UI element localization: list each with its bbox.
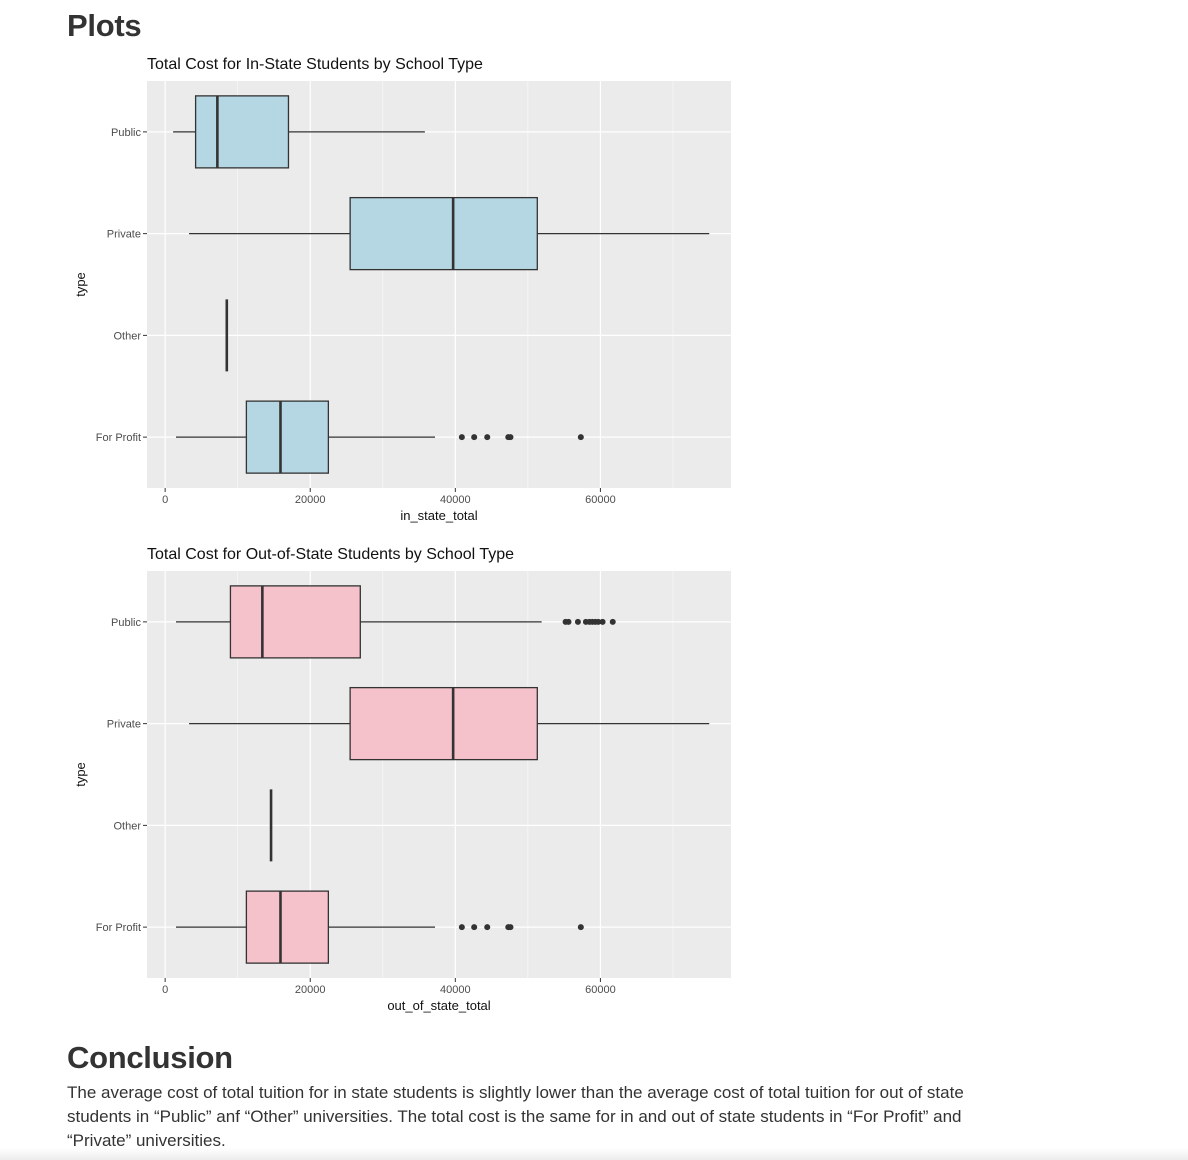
x-tick-label: 40000 — [440, 984, 471, 996]
outlier-point — [574, 618, 581, 625]
bottom-fade — [0, 1148, 1188, 1160]
y-tick-public: Public — [111, 617, 141, 629]
x-tick-label: 60000 — [585, 494, 616, 506]
outlier-point — [507, 924, 514, 931]
out-of-state-boxplot: Total Cost for Out-of-State Students by … — [73, 546, 731, 1013]
outlier-point — [577, 434, 584, 441]
in-state-boxplot: Total Cost for In-State Students by Scho… — [73, 56, 731, 523]
box-for-profit — [176, 400, 584, 474]
y-tick-private: Private — [107, 719, 141, 731]
y-tick-public: Public — [111, 127, 141, 139]
conclusion-heading: Conclusion — [67, 1040, 233, 1075]
x-tick-label: 40000 — [440, 494, 471, 506]
box-private — [189, 196, 710, 271]
x-axis-title: out_of_state_total — [387, 998, 490, 1013]
outlier-point — [599, 618, 606, 625]
x-tick-label: 60000 — [585, 984, 616, 996]
y-tick-for-profit: For Profit — [96, 922, 141, 934]
outlier-point — [458, 924, 465, 931]
box-private — [189, 686, 710, 761]
plots-heading: Plots — [67, 8, 142, 43]
outlier-point — [471, 434, 478, 441]
outlier-point — [458, 434, 465, 441]
outlier-point — [565, 618, 572, 625]
chart-title: Total Cost for Out-of-State Students by … — [147, 546, 514, 563]
outlier-point — [609, 618, 616, 625]
outlier-point — [577, 924, 584, 931]
y-axis-title: type — [73, 272, 88, 297]
x-tick-label: 20000 — [295, 984, 326, 996]
x-axis-title: in_state_total — [400, 508, 477, 523]
iqr-box — [349, 686, 538, 761]
box-for-profit — [176, 890, 584, 964]
outlier-point — [507, 434, 514, 441]
iqr-box — [245, 400, 330, 474]
x-tick-label: 0 — [162, 494, 168, 506]
outlier-point — [471, 924, 478, 931]
iqr-box — [245, 890, 330, 964]
y-tick-other: Other — [113, 820, 141, 832]
iqr-box — [194, 95, 290, 169]
x-tick-label: 0 — [162, 984, 168, 996]
outlier-point — [484, 434, 491, 441]
iqr-box — [349, 196, 538, 271]
outlier-point — [484, 924, 491, 931]
conclusion-paragraph: The average cost of total tuition for in… — [67, 1083, 964, 1150]
box-public — [173, 95, 425, 169]
box-public — [176, 585, 616, 659]
y-tick-private: Private — [107, 229, 141, 241]
outlier-point — [595, 618, 602, 625]
iqr-box — [229, 585, 361, 659]
chart-title: Total Cost for In-State Students by Scho… — [147, 56, 483, 73]
y-tick-for-profit: For Profit — [96, 432, 141, 444]
x-tick-label: 20000 — [295, 494, 326, 506]
y-tick-other: Other — [113, 330, 141, 342]
y-axis-title: type — [73, 762, 88, 787]
